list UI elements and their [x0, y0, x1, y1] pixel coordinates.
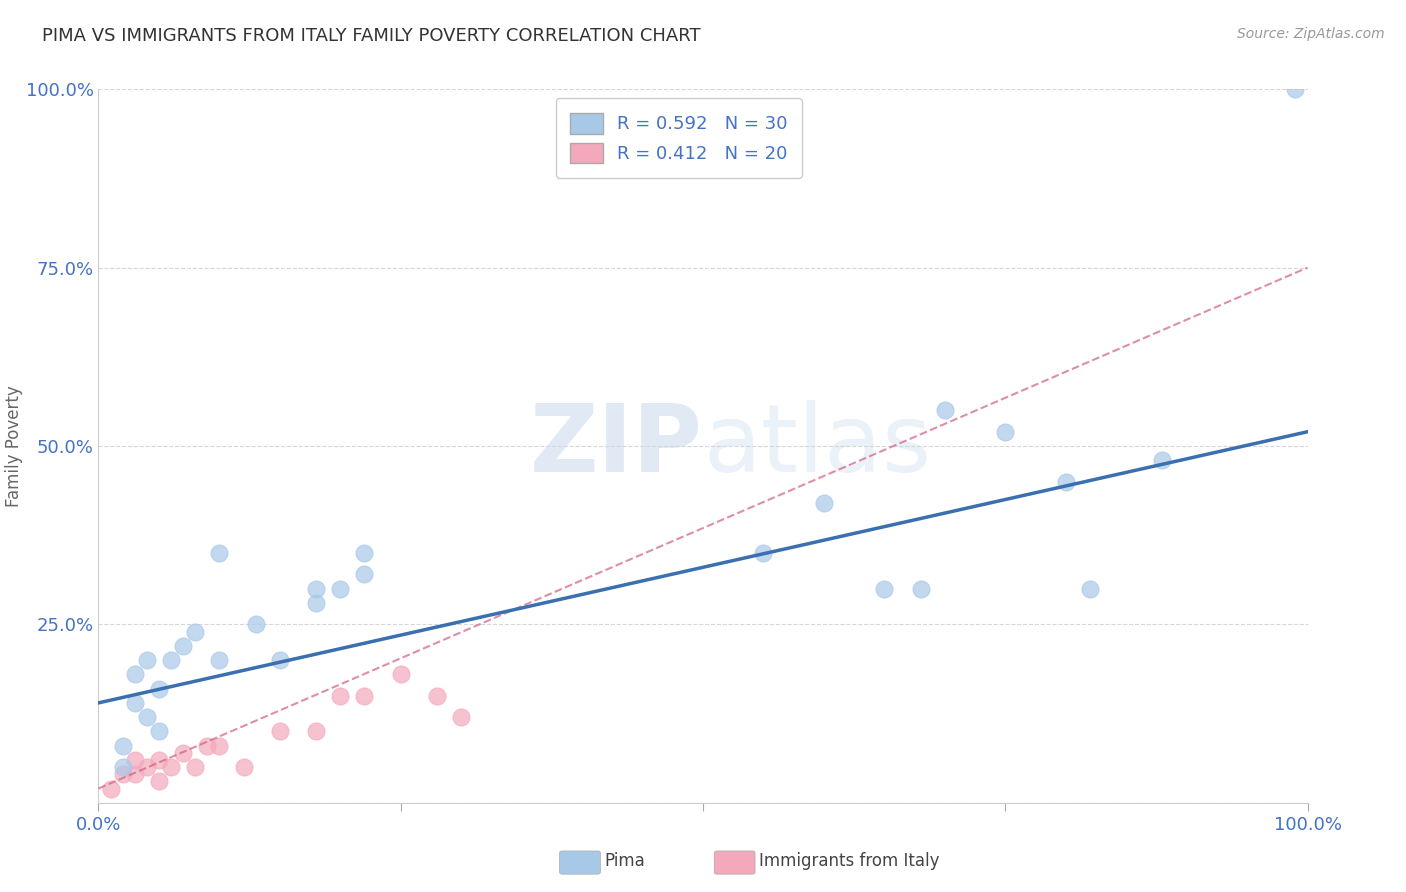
Point	[184, 760, 207, 774]
Point	[353, 546, 375, 560]
Text: Source: ZipAtlas.com: Source: ZipAtlas.com	[1237, 27, 1385, 41]
Point	[195, 739, 218, 753]
Point	[389, 667, 412, 681]
Point	[305, 596, 328, 610]
Point	[994, 425, 1017, 439]
Point	[208, 739, 231, 753]
Point	[353, 567, 375, 582]
Point	[934, 403, 956, 417]
Point	[450, 710, 472, 724]
Y-axis label: Family Poverty: Family Poverty	[6, 385, 24, 507]
Point	[329, 582, 352, 596]
Point	[184, 624, 207, 639]
Point	[245, 617, 267, 632]
Point	[1152, 453, 1174, 467]
Point	[1078, 582, 1101, 596]
Point	[160, 760, 183, 774]
Text: ZIP: ZIP	[530, 400, 703, 492]
Point	[111, 760, 134, 774]
Point	[111, 767, 134, 781]
Text: Immigrants from Italy: Immigrants from Italy	[759, 852, 939, 870]
Point	[135, 653, 157, 667]
Point	[148, 681, 170, 696]
Point	[148, 774, 170, 789]
Point	[269, 724, 291, 739]
Point	[329, 689, 352, 703]
Point	[172, 639, 194, 653]
Point	[124, 667, 146, 681]
Point	[111, 739, 134, 753]
Point	[1054, 475, 1077, 489]
Text: atlas: atlas	[703, 400, 931, 492]
Point	[873, 582, 896, 596]
Point	[208, 546, 231, 560]
Point	[124, 753, 146, 767]
Point	[305, 582, 328, 596]
Point	[135, 760, 157, 774]
Point	[148, 753, 170, 767]
Point	[135, 710, 157, 724]
Point	[172, 746, 194, 760]
Point	[1284, 82, 1306, 96]
Point	[813, 496, 835, 510]
Point	[752, 546, 775, 560]
Point	[426, 689, 449, 703]
Point	[208, 653, 231, 667]
Point	[353, 689, 375, 703]
Point	[910, 582, 932, 596]
Point	[124, 696, 146, 710]
Point	[232, 760, 254, 774]
Point	[305, 724, 328, 739]
Point	[100, 781, 122, 796]
Legend: R = 0.592   N = 30, R = 0.412   N = 20: R = 0.592 N = 30, R = 0.412 N = 20	[555, 98, 801, 178]
Point	[148, 724, 170, 739]
Text: PIMA VS IMMIGRANTS FROM ITALY FAMILY POVERTY CORRELATION CHART: PIMA VS IMMIGRANTS FROM ITALY FAMILY POV…	[42, 27, 700, 45]
Point	[124, 767, 146, 781]
Point	[269, 653, 291, 667]
Text: Pima: Pima	[605, 852, 645, 870]
Point	[160, 653, 183, 667]
